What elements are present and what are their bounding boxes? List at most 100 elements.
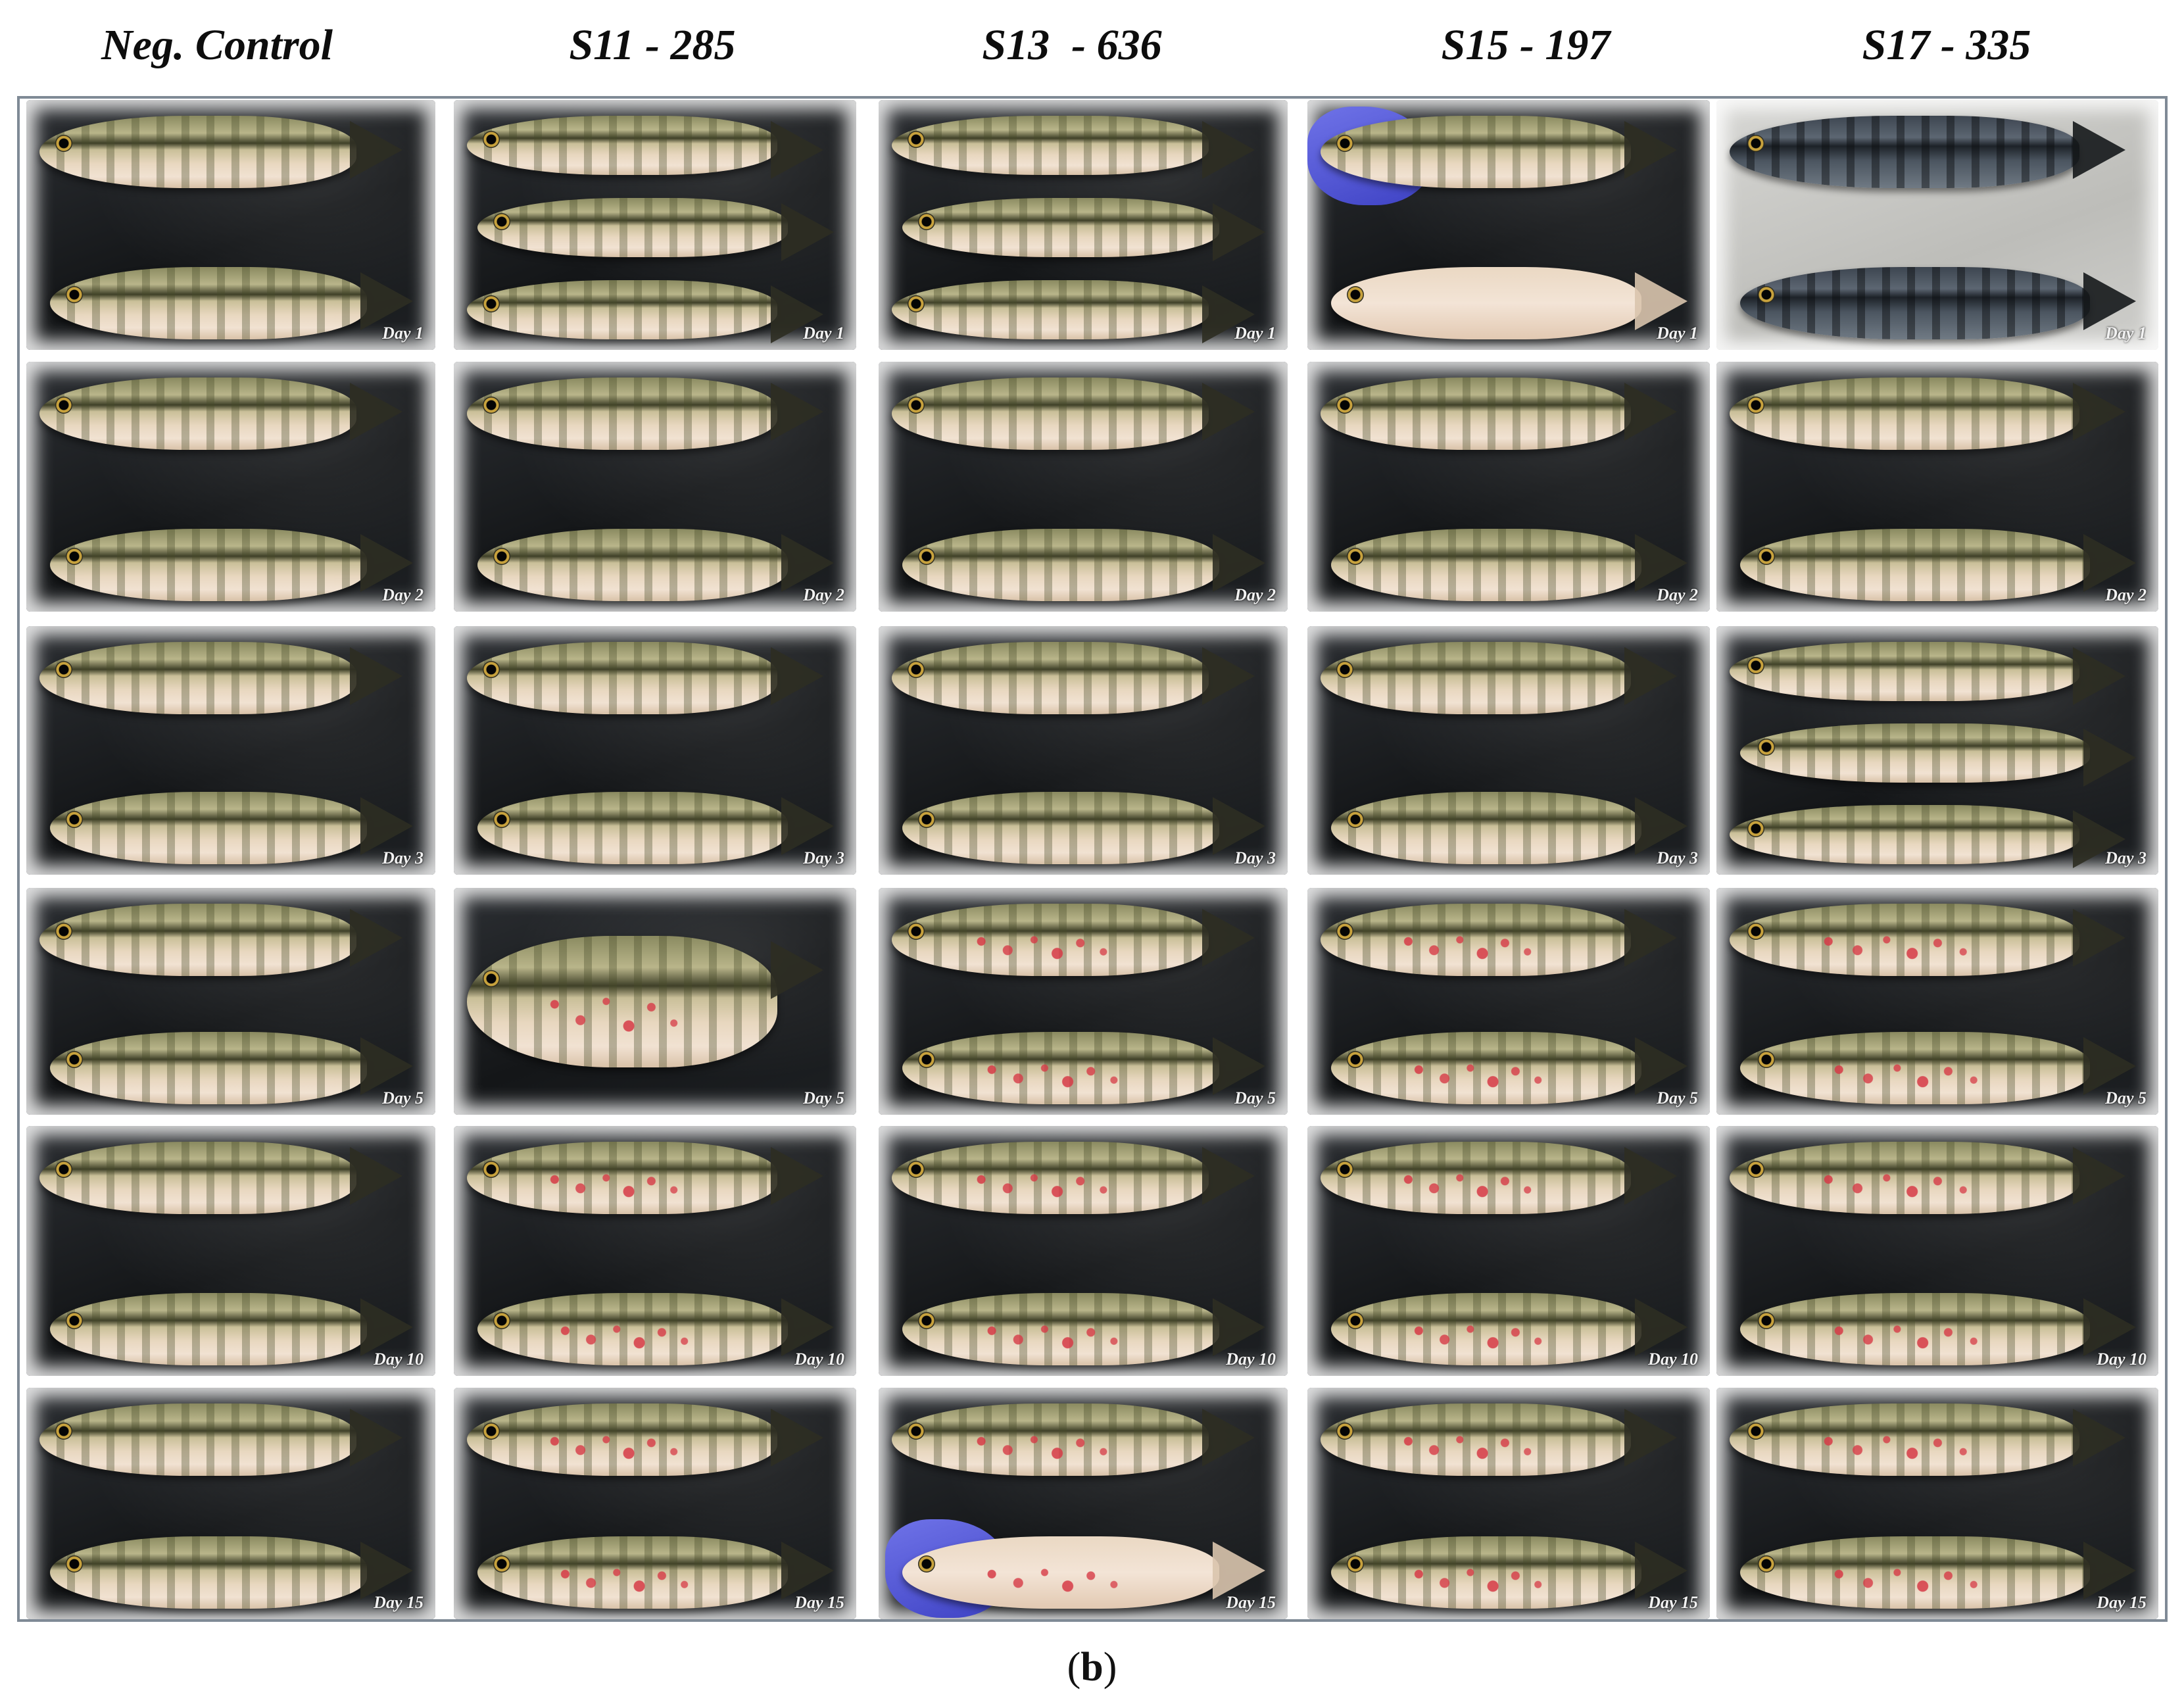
fish-eye — [1747, 657, 1764, 675]
fish-eye — [1346, 547, 1364, 565]
photo-panel: Day 3 — [1716, 626, 2158, 875]
fish — [1730, 116, 2125, 188]
fish-eye — [482, 1422, 500, 1440]
fish-eye — [1336, 660, 1353, 678]
fish — [902, 529, 1265, 601]
day-label: Day 10 — [2097, 1350, 2147, 1369]
fish-eye — [918, 1555, 936, 1573]
photo-panel: Day 10 — [879, 1126, 1288, 1376]
fish — [477, 198, 834, 261]
day-label: Day 1 — [1657, 324, 1698, 343]
fish — [1331, 1032, 1687, 1104]
fish-eye — [1346, 1555, 1364, 1573]
fish — [1740, 529, 2136, 601]
fish-eye — [918, 213, 936, 231]
fish-eye — [482, 396, 500, 414]
fish — [892, 280, 1255, 343]
day-label: Day 2 — [803, 585, 844, 604]
fish — [902, 1536, 1265, 1609]
fish-eye — [482, 131, 500, 149]
fish-eye — [908, 660, 925, 678]
day-label: Day 2 — [1657, 585, 1698, 604]
fish-eye — [1757, 1050, 1775, 1068]
fish-eye — [493, 213, 510, 231]
photo-panel: Day 3 — [26, 626, 435, 875]
fish — [477, 792, 834, 864]
day-label: Day 15 — [1648, 1593, 1698, 1612]
day-label: Day 10 — [374, 1350, 424, 1369]
fish — [892, 1142, 1255, 1214]
fish — [1730, 1403, 2125, 1476]
fish — [39, 116, 402, 188]
fish-eye — [1747, 1422, 1764, 1440]
day-label: Day 15 — [374, 1593, 424, 1612]
fish-eye — [918, 810, 936, 828]
photo-panel: Day 3 — [1307, 626, 1710, 875]
column-header-s11-285: S11 - 285 — [569, 21, 736, 69]
fish — [902, 198, 1265, 261]
photo-panel: Day 10 — [1307, 1126, 1710, 1376]
photo-panel: Day 2 — [879, 362, 1288, 612]
fish-eye — [1336, 396, 1353, 414]
fish-eye — [1757, 285, 1775, 303]
fish-eye — [908, 396, 925, 414]
photo-panel: Day 1 — [1716, 100, 2158, 350]
fish-eye — [1757, 739, 1775, 756]
fish-eye — [908, 1422, 925, 1440]
fish — [902, 1032, 1265, 1104]
day-label: Day 2 — [1234, 585, 1276, 604]
fish-eye — [1346, 810, 1364, 828]
fish-eye — [1336, 1160, 1353, 1178]
day-label: Day 10 — [1648, 1350, 1698, 1369]
photo-panel: Day 15 — [26, 1388, 435, 1619]
fish — [39, 904, 402, 976]
fish — [892, 378, 1255, 450]
fish-eye — [66, 1050, 84, 1068]
fish — [467, 1142, 823, 1214]
photo-panel: Day 3 — [454, 626, 856, 875]
fish — [1331, 792, 1687, 864]
fish-eye — [1747, 922, 1764, 940]
fish — [50, 1536, 413, 1609]
day-label: Day 3 — [1234, 848, 1276, 867]
fish-eye — [66, 1555, 84, 1573]
fish-eye — [1747, 396, 1764, 414]
photo-panel: Day 2 — [1716, 362, 2158, 612]
fish — [1740, 1032, 2136, 1104]
fish-eye — [493, 1555, 510, 1573]
fish-eye — [55, 134, 73, 152]
fish — [50, 267, 413, 339]
column-header-s15-197: S15 - 197 — [1441, 21, 1611, 69]
fish-eye — [66, 810, 84, 828]
photo-panel: Day 10 — [1716, 1126, 2158, 1376]
fish-eye — [55, 1160, 73, 1178]
photo-panel: Day 1 — [26, 100, 435, 350]
fish-eye — [1747, 134, 1764, 152]
fish-eye — [1336, 134, 1353, 152]
fish — [467, 1403, 823, 1476]
photo-panel: Day 5 — [1716, 888, 2158, 1115]
photo-panel: Day 1 — [879, 100, 1288, 350]
fish — [50, 1293, 413, 1365]
photo-panel: Day 10 — [26, 1126, 435, 1376]
fish — [39, 1142, 402, 1214]
fish — [50, 529, 413, 601]
photo-panel: Day 15 — [1716, 1388, 2158, 1619]
fish — [50, 1032, 413, 1104]
column-header-s13-636: S13 - 636 — [982, 21, 1162, 69]
fish — [892, 1403, 1255, 1476]
day-label: Day 3 — [2105, 848, 2147, 867]
fish — [467, 378, 823, 450]
fish — [1730, 1142, 2125, 1214]
photo-panel: Day 15 — [454, 1388, 856, 1619]
fish-eye — [66, 547, 84, 565]
fish-eye — [918, 1050, 936, 1068]
fish — [892, 116, 1255, 179]
fish-eye — [908, 922, 925, 940]
photo-panel: Day 5 — [454, 888, 856, 1115]
photo-panel: Day 1 — [1307, 100, 1710, 350]
fish — [1321, 1142, 1677, 1214]
fish — [1740, 267, 2136, 339]
fish — [1321, 642, 1677, 714]
photo-panel: Day 1 — [454, 100, 856, 350]
